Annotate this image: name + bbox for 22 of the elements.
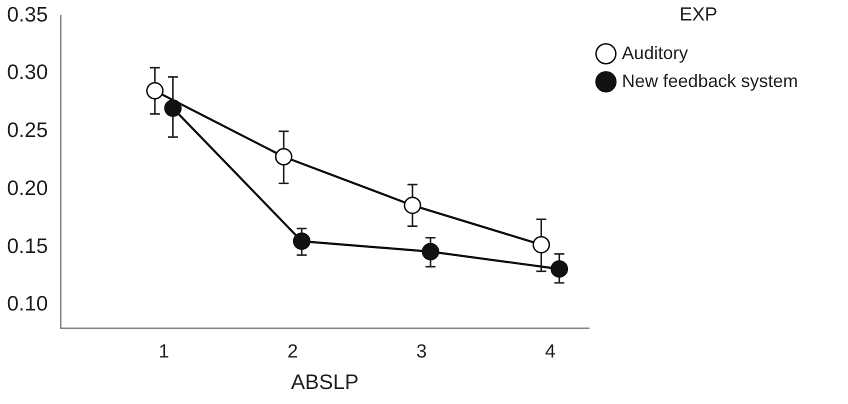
x-tick-label: 4	[545, 342, 556, 363]
y-tick-label: 0.10	[6, 292, 48, 316]
legend-label: New feedback system	[622, 70, 798, 91]
y-tick-label: 0.25	[6, 119, 48, 142]
point	[292, 232, 310, 250]
point	[422, 242, 440, 260]
x-tick-label: 1	[158, 342, 170, 363]
point	[274, 148, 292, 166]
x-axis-title: ABSLP	[291, 371, 359, 394]
y-tick-label: 0.15	[6, 234, 48, 258]
point	[550, 260, 568, 278]
point	[164, 99, 182, 117]
legend-title: EXP	[679, 4, 718, 26]
point	[146, 82, 164, 100]
legend-label: Auditory	[622, 42, 688, 63]
point	[404, 196, 422, 214]
x-tick-label: 3	[416, 342, 427, 363]
y-tick-label: 0.35	[6, 3, 48, 26]
y-tick-label: 0.30	[6, 61, 48, 84]
point	[532, 236, 550, 254]
y-tick-label: 0.20	[6, 176, 48, 200]
x-tick-label: 2	[287, 342, 298, 363]
